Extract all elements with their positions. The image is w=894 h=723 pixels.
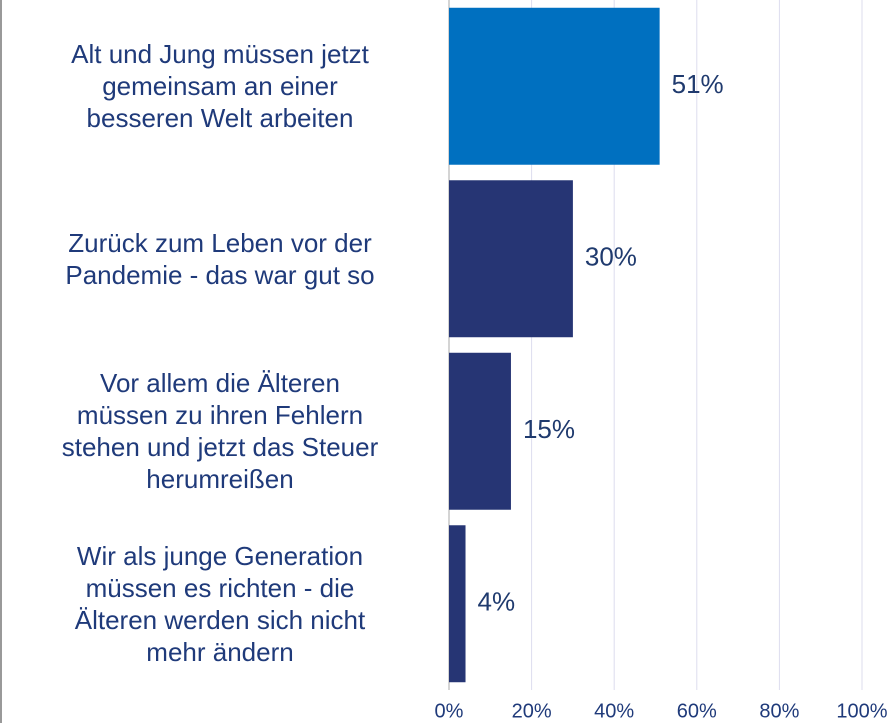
x-tick-label: 100% <box>836 700 887 722</box>
category-label: Zurück zum Leben vor der Pandemie - das … <box>65 227 375 290</box>
x-tick-label: 0% <box>435 700 464 722</box>
bar <box>449 180 573 338</box>
bar <box>449 7 660 165</box>
x-tick-label: 60% <box>677 700 717 722</box>
category-label: Wir als junge Generation müssen es richt… <box>74 540 366 667</box>
category-label: Alt und Jung müssen jetzt gemeinsam an e… <box>71 39 369 134</box>
bar <box>449 352 511 510</box>
bar <box>449 525 466 683</box>
x-tick-label: 80% <box>759 700 799 722</box>
x-tick-label: 40% <box>594 700 634 722</box>
value-label: 30% <box>585 242 637 272</box>
category-label: Vor allem die Älteren müssen zu ihren Fe… <box>61 368 379 495</box>
value-label: 4% <box>478 587 516 617</box>
value-label: 51% <box>672 69 724 99</box>
x-tick-label: 20% <box>512 700 552 722</box>
value-label: 15% <box>523 414 575 444</box>
